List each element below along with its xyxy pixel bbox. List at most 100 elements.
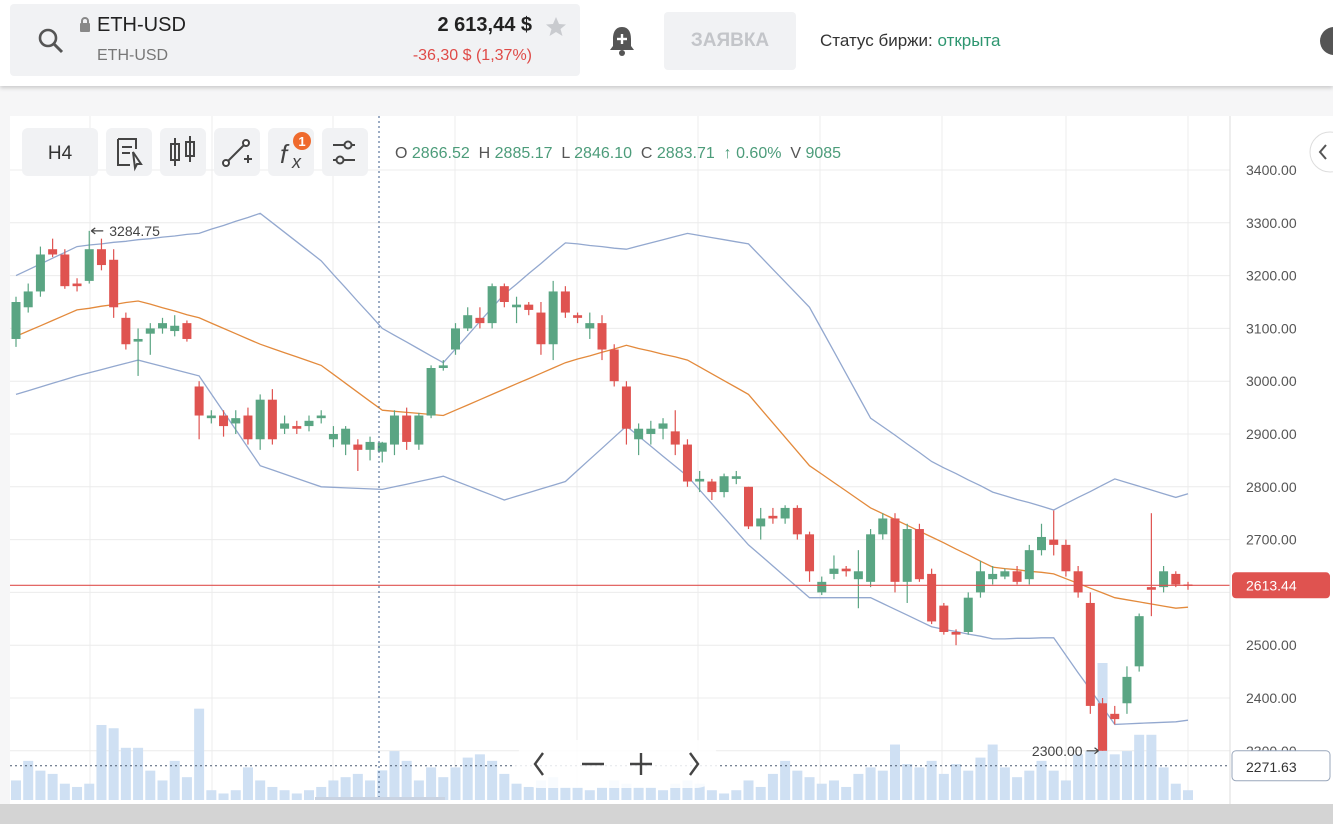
exchange-status: Статус биржи: открыта [820, 31, 1001, 51]
level-label: 2271.63 [1246, 759, 1297, 775]
alert-icon[interactable] [607, 24, 637, 58]
candle-body [670, 431, 680, 445]
candle-body [194, 386, 204, 416]
volume-bar [670, 783, 681, 800]
candle-body [744, 486, 753, 527]
band-line [15, 212, 1189, 511]
range-handle[interactable] [315, 797, 445, 800]
volume-label: V [790, 145, 802, 162]
candle-body [341, 428, 351, 445]
candle-body [1073, 571, 1083, 593]
fx-x: x [291, 152, 302, 172]
candle-body [707, 481, 717, 493]
volume-bar [731, 790, 742, 800]
side-toggle[interactable] [1309, 131, 1333, 173]
volume-bar [938, 773, 949, 800]
volume-bar [401, 760, 412, 800]
candle-body [1061, 544, 1071, 572]
candle-body [719, 476, 729, 493]
star-icon[interactable] [544, 15, 568, 39]
candle-body [219, 415, 229, 427]
candle-body [1122, 676, 1132, 704]
volume-bar [218, 793, 229, 800]
candle-body [695, 478, 705, 482]
chart-type-button[interactable] [160, 128, 206, 176]
candle-body [426, 368, 436, 416]
candle-body [487, 286, 497, 324]
zoom-in[interactable] [630, 753, 652, 775]
close-value: 2883.71 [656, 145, 715, 162]
price-axis: 2300.002400.002500.002600.002700.002800.… [1246, 162, 1297, 759]
change: ↑ 0.60% [723, 145, 782, 162]
candle-body [927, 573, 937, 622]
volume-bar [47, 773, 58, 800]
min-arrow [1086, 747, 1099, 755]
volume-bar [413, 780, 424, 800]
candle-body [560, 291, 570, 313]
volume-bar [133, 747, 144, 800]
volume-bar [828, 780, 839, 800]
volume-bar [535, 780, 546, 800]
volume-bar [914, 767, 925, 800]
interval-button[interactable] [22, 128, 98, 176]
candle-body [451, 328, 460, 350]
candle-body [597, 323, 607, 350]
candle-body [304, 420, 314, 427]
candle-body [243, 415, 253, 440]
volume-bar [96, 724, 107, 800]
volume-bar [877, 770, 888, 800]
candle-body [280, 423, 290, 429]
volume-bar [267, 786, 278, 800]
candle-body [402, 415, 412, 442]
candle-body [536, 312, 546, 345]
volume-bar [1012, 777, 1023, 800]
y-tick-label: 2900.00 [1246, 426, 1297, 442]
volume-bar [450, 767, 461, 800]
candle-body [72, 283, 82, 287]
candle-body [512, 304, 522, 308]
candle-body [768, 515, 778, 519]
candle-body [951, 631, 961, 635]
volume-bar [352, 773, 363, 800]
candle-body [499, 286, 509, 303]
candle-body [84, 249, 94, 281]
search-icon[interactable] [36, 26, 66, 56]
volume-bar [682, 780, 693, 800]
scroll-right[interactable] [689, 752, 700, 776]
volume-bar [474, 754, 485, 800]
volume-bar [1146, 734, 1157, 800]
volume-bar [511, 783, 522, 800]
scroll-left[interactable] [533, 752, 544, 776]
volume-bar [157, 780, 168, 800]
candle-body [1012, 571, 1022, 582]
volume-bar [291, 793, 302, 800]
candle-body [524, 304, 534, 310]
level-tag [1231, 750, 1331, 782]
volume-bar [340, 777, 351, 800]
band-line [15, 359, 1189, 726]
avatar[interactable] [1318, 25, 1333, 57]
settings-button[interactable] [322, 128, 368, 176]
volume-bar [902, 764, 913, 800]
scrollbar[interactable] [0, 804, 1333, 824]
order-button[interactable]: ЗАЯВКА [664, 12, 796, 70]
volume-bar [1158, 767, 1169, 800]
candle-body [902, 529, 912, 582]
volume-bar [1060, 780, 1071, 800]
y-tick-label: 2400.00 [1246, 690, 1297, 706]
candle-body [682, 444, 692, 482]
candle-body [316, 415, 326, 419]
volume-bar [645, 786, 656, 800]
candle-body [48, 249, 58, 255]
candle-body [658, 423, 668, 429]
symbol-box[interactable]: ETH-USD ETH-USD 2 613,44 $ -36,30 $ (1,3… [10, 4, 580, 76]
volume-bar [316, 786, 327, 800]
candle-body [158, 323, 167, 329]
candle-body [731, 476, 741, 479]
volume-bar [609, 780, 620, 800]
volume-bar [487, 760, 498, 800]
candle-body [890, 518, 900, 582]
candle-body [328, 434, 338, 440]
volume-bar [597, 786, 607, 800]
volume-bar [242, 767, 253, 800]
